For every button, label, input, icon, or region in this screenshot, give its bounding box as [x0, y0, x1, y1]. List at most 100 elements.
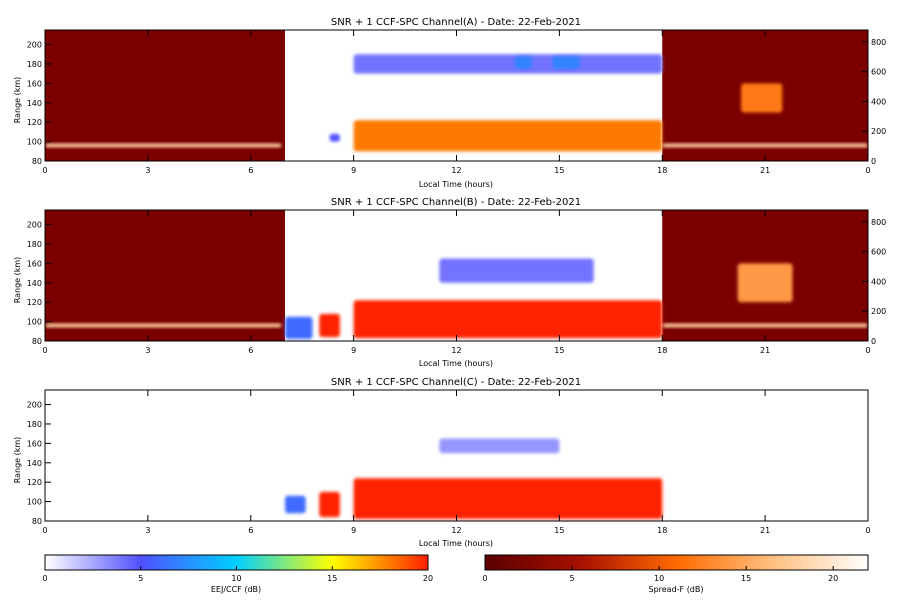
- panel-a-ylabel: Range (km): [13, 77, 22, 124]
- x-tick-label: 0: [865, 526, 870, 535]
- x-tick-label: 15: [554, 526, 564, 535]
- panel-a: SNR + 1 CCF-SPC Channel(A) - Date: 22-Fe…: [13, 17, 886, 189]
- colorbar-tick-label: 15: [741, 574, 751, 583]
- x-tick-label: 3: [145, 166, 150, 175]
- panel-a-plot: 0 3 6 9 12 15 18 21 0801001201401601802000200400…: [27, 30, 886, 175]
- segment-spread-f-0: [45, 210, 286, 341]
- y-tick-label: 120: [27, 478, 42, 487]
- x-tick-label: 21: [760, 166, 770, 175]
- panel-b-xlabel: Local Time (hours): [419, 359, 493, 368]
- panel-c-frame: [44, 389, 869, 522]
- echo-region-1: [285, 316, 313, 340]
- x-tick-label: 3: [145, 526, 150, 535]
- y2-tick-label: 200: [871, 307, 886, 316]
- y-tick-label: 120: [27, 298, 42, 307]
- y-tick-label: 100: [27, 498, 42, 507]
- colorbar-eej: 0 5 10 15 20 EEJ/CCF (dB): [42, 554, 433, 594]
- colorbar-spread-f-swatch: [484, 554, 869, 571]
- echo-region-3: [353, 300, 663, 339]
- echo-region-5: [552, 56, 580, 69]
- colorbar-tick-label: 20: [828, 574, 838, 583]
- x-tick-label: 15: [554, 166, 564, 175]
- colorbar-spread-f-label: Spread-F (dB): [648, 585, 703, 594]
- echo-region-1: [319, 491, 340, 518]
- x-tick-label: 12: [451, 346, 461, 355]
- echo-region-7: [741, 83, 783, 113]
- x-tick-label: 6: [248, 346, 253, 355]
- colorbar-tick-label: 10: [654, 574, 664, 583]
- echo-region-2: [319, 313, 340, 338]
- y-tick-label: 160: [27, 79, 42, 88]
- echo-region-3: [439, 438, 560, 454]
- panel-a-xlabel: Local Time (hours): [419, 180, 493, 189]
- y-tick-label: 180: [27, 60, 42, 69]
- x-tick-label: 18: [657, 166, 667, 175]
- echo-region-6: [662, 143, 868, 148]
- y-tick-label: 160: [27, 259, 42, 268]
- y-tick-label: 100: [27, 138, 42, 147]
- segment-spread-f-0: [45, 30, 286, 161]
- y2-tick-label: 800: [871, 218, 886, 227]
- y-tick-label: 120: [27, 118, 42, 127]
- y-tick-label: 140: [27, 459, 42, 468]
- colorbar-eej-label: EEJ/CCF (dB): [211, 585, 261, 594]
- x-tick-label: 18: [657, 346, 667, 355]
- y-tick-label: 160: [27, 439, 42, 448]
- echo-region-0: [45, 143, 282, 148]
- panel-b-ylabel: Range (km): [13, 257, 22, 304]
- x-tick-label: 0: [865, 346, 870, 355]
- x-tick-label: 9: [351, 166, 356, 175]
- panel-b-plot: 0 3 6 9 12 15 18 21 0801001201401601802000200400…: [27, 210, 886, 355]
- colorbar-eej-ticks: 0 5 10 15 20: [42, 566, 433, 583]
- panel-b-frame: [44, 209, 869, 342]
- y2-tick-label: 400: [871, 277, 886, 286]
- echo-region-6: [737, 263, 793, 303]
- echo-region-2: [353, 120, 663, 152]
- x-tick-label: 9: [351, 526, 356, 535]
- y-tick-label: 140: [27, 279, 42, 288]
- x-tick-label: 15: [554, 346, 564, 355]
- y2-tick-label: 800: [871, 38, 886, 47]
- y-tick-label: 200: [27, 41, 42, 50]
- echo-region-5: [662, 323, 868, 328]
- colorbar-tick-label: 5: [569, 574, 574, 583]
- x-tick-label: 0: [865, 166, 870, 175]
- x-tick-label: 9: [351, 346, 356, 355]
- x-tick-label: 21: [760, 346, 770, 355]
- y2-tick-label: 0: [871, 337, 876, 346]
- y2-tick-label: 400: [871, 97, 886, 106]
- panel-a-frame: [44, 29, 869, 162]
- colorbar-tick-label: 10: [231, 574, 241, 583]
- y2-tick-label: 0: [871, 157, 876, 166]
- y-tick-label: 100: [27, 318, 42, 327]
- x-tick-label: 12: [451, 166, 461, 175]
- x-tick-label: 21: [760, 526, 770, 535]
- y-tick-label: 200: [27, 401, 42, 410]
- y-tick-label: 180: [27, 240, 42, 249]
- y-tick-label: 200: [27, 221, 42, 230]
- panel-b: SNR + 1 CCF-SPC Channel(B) - Date: 22-Fe…: [13, 197, 886, 368]
- panel-c-ylabel: Range (km): [13, 437, 22, 484]
- panel-a-title: SNR + 1 CCF-SPC Channel(A) - Date: 22-Fe…: [331, 17, 581, 28]
- panel-b-title: SNR + 1 CCF-SPC Channel(B) - Date: 22-Fe…: [331, 197, 581, 208]
- y-tick-label: 180: [27, 420, 42, 429]
- echo-region-3: [353, 54, 663, 74]
- echo-region-0: [45, 323, 282, 328]
- y2-tick-label: 600: [871, 248, 886, 257]
- colorbar-spread-f-ticks: 0 5 10 15 20: [482, 566, 838, 583]
- panel-c-title: SNR + 1 CCF-SPC Channel(C) - Date: 22-Fe…: [331, 377, 581, 388]
- echo-region-1: [329, 133, 340, 142]
- x-tick-label: 0: [42, 166, 47, 175]
- echo-region-4: [514, 56, 532, 69]
- colorbar-spread-f: 0 5 10 15 20 Spread-F (dB): [482, 554, 869, 594]
- x-tick-label: 6: [248, 526, 253, 535]
- y2-tick-label: 200: [871, 127, 886, 136]
- x-tick-label: 0: [42, 346, 47, 355]
- colorbar-tick-label: 20: [423, 574, 433, 583]
- y-tick-label: 80: [32, 337, 42, 346]
- colorbar-tick-label: 0: [42, 574, 47, 583]
- colorbar-tick-label: 0: [482, 574, 487, 583]
- x-tick-label: 3: [145, 346, 150, 355]
